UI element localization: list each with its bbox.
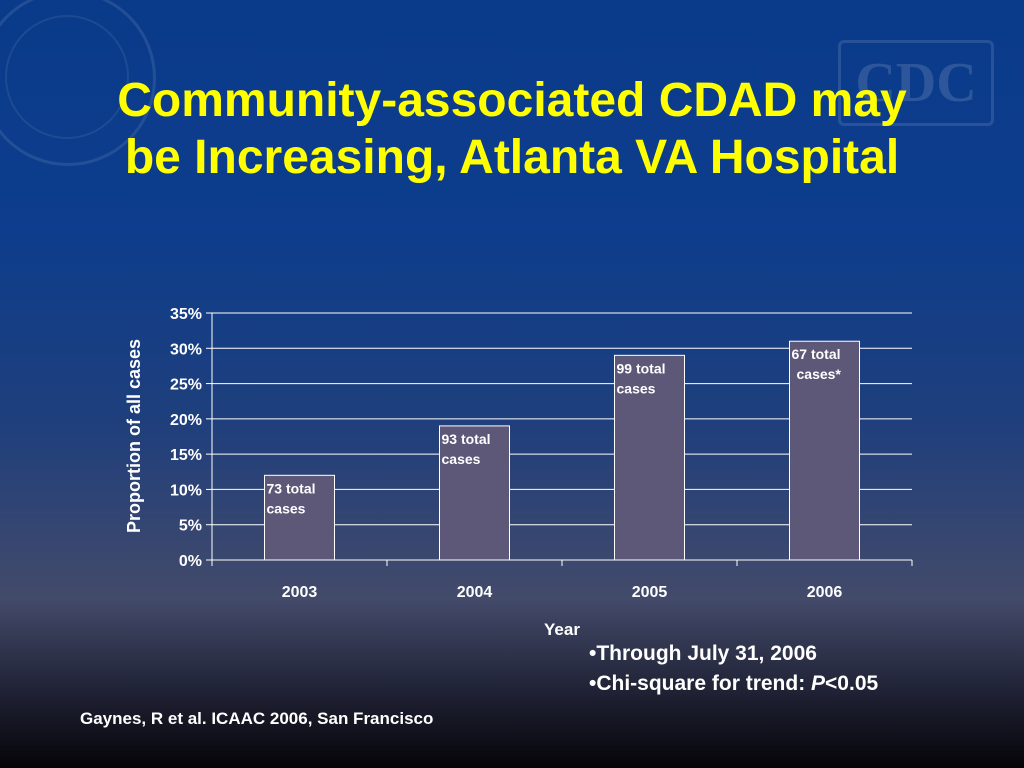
x-tick-label: 2003: [282, 584, 318, 601]
bar-2004: [439, 425, 510, 561]
data-label-line: 99 total: [617, 360, 666, 376]
data-label-line: cases: [267, 500, 306, 516]
x-tick-label: 2005: [632, 584, 668, 601]
x-tick-label: 2006: [807, 584, 843, 601]
data-label-line: 67 total: [792, 346, 841, 362]
bar-data-label: 73 total cases: [267, 480, 316, 516]
bar-2006: [789, 340, 860, 561]
y-tick-label: 5%: [179, 518, 202, 535]
y-tick-label: 15%: [170, 447, 202, 464]
bar-data-label: 99 total cases: [617, 360, 666, 396]
hhs-seal-watermark: [0, 0, 156, 166]
cdc-logo-watermark: CDC: [838, 40, 994, 126]
slide-title: Community-associated CDAD may be Increas…: [117, 74, 907, 184]
y-tick-label: 35%: [170, 306, 202, 323]
y-tick-label: 20%: [170, 412, 202, 429]
y-tick-label: 0%: [179, 553, 202, 570]
y-tick-label: 10%: [170, 482, 202, 499]
y-axis-title: Proportion of all cases: [124, 339, 144, 533]
data-label-line: cases: [617, 380, 656, 396]
bar-data-label: 67 total cases*: [792, 346, 842, 382]
bar-2005: [614, 354, 685, 561]
y-tick-label: 30%: [170, 341, 202, 358]
p-value: <0.05: [825, 672, 879, 695]
p-symbol: P: [811, 672, 826, 695]
data-label-line: cases*: [797, 366, 842, 382]
chi-square-label: •Chi-square for trend:: [589, 672, 812, 695]
data-label-line: 93 total: [442, 431, 491, 447]
data-label-line: 73 total: [267, 480, 316, 496]
footnote-chi-square: •Chi-square for trend: P<0.05: [589, 672, 878, 696]
bar-data-label: 93 total cases: [442, 431, 491, 467]
y-tick-label: 25%: [170, 377, 202, 394]
bar-2003: [264, 474, 335, 561]
x-axis-title: Year: [544, 620, 580, 639]
citation: Gaynes, R et al. ICAAC 2006, San Francis…: [80, 709, 434, 728]
footnote-through-date: •Through July 31, 2006: [589, 642, 817, 665]
x-tick-label: 2004: [457, 584, 493, 601]
data-label-line: cases: [442, 451, 481, 467]
